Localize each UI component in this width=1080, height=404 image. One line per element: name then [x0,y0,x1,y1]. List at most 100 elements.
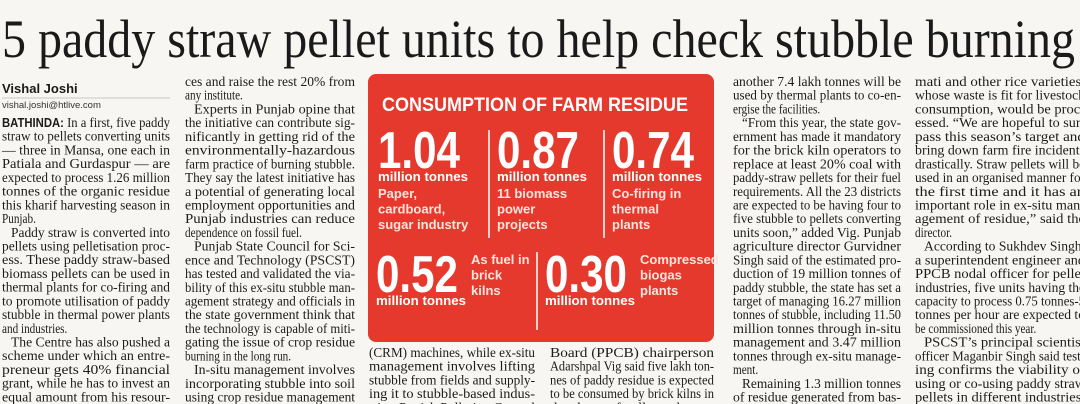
body-text: ence and Technology (PSCST) [185,253,355,268]
body-line: biomass pellets can be used in [2,267,170,282]
body-line: units soon,” added Vig. Punjab [733,226,901,241]
stat-label: thermal [612,202,659,217]
body-line: paddy-straw pellets for their fuel [733,171,901,186]
stat-value: 0.30 [545,246,627,304]
body-line: nes of paddy residue is expected [550,373,714,388]
body-text: requirements. All the 23 districts [733,185,901,200]
body-text: has tested and validated the via- [185,267,355,282]
body-text: Adarshpal Vig said five lakh ton- [550,360,714,375]
body-text: Punjab industries can reduce [185,212,355,227]
body-line: consumption, would be proc- [915,102,1080,117]
body-line: Adarshpal Vig said five lakh ton- [550,360,714,375]
body-text: stubble from fields and supply- [369,373,535,388]
body-text: five stubble to pellets converting [733,212,901,227]
body-line: tonnes of the organic residue [2,185,170,200]
stat-label: plants [612,217,650,232]
body-line: ing it to stubble-based indus- [369,387,535,402]
body-line: Remaining 1.3 million tonnes [742,377,901,392]
body-text: Remaining 1.3 million tonnes [742,377,901,392]
body-text: officer Maganbir Singh said test- [915,349,1080,364]
body-text: tonnes per hour are expected to [915,308,1080,323]
stat-unit: million tonnes [545,293,635,308]
body-line: tonnes of stubble, including 11.50 [733,308,901,323]
body-text: (CRM) machines, while ex-situ [369,346,535,361]
byline-email: vishal.joshi@htlive.com [2,100,101,111]
body-text: agement of residue,” said the [915,212,1080,227]
body-text: using crop residue management [185,391,355,404]
stat-label: cardboard, [378,202,445,217]
body-text: a potential of generating local [185,185,355,200]
body-line: PPCB nodal officer for pellet [915,267,1080,282]
body-line: a potential of generating local [185,185,355,200]
body-text: straw to pellets converting units [2,130,170,145]
body-text: Punjab. [2,212,36,227]
body-text: a superintendent engineer and [915,253,1080,268]
body-text: capacity to process 0.75 tonnes-5 [915,295,1080,310]
body-line: scheme under which an entre- [2,349,170,364]
body-text: industries, five units having the [915,281,1080,296]
body-text: They say the latest initiative has [185,171,355,186]
body-text: ment. [733,363,758,378]
body-line: the state government think that [185,308,355,323]
body-text: used by thermal plants to co-en- [733,89,901,104]
body-text: agement strategy and officials in [185,295,355,310]
body-text: tries. Punjab Pollution Control [369,401,535,404]
body-text: The Centre has also pushed a [11,336,171,351]
body-line: The Centre has also pushed a [11,336,171,351]
body-text: stubble in thermal power plants [2,308,170,323]
body-line: the shape of pellets whereas [550,401,714,404]
body-line: million tonnes through in-situ [733,322,901,337]
body-line: ing confirms the viability of [915,363,1080,378]
body-text: PPCB nodal officer for pellet [915,267,1080,282]
body-line: the initiative can contribute sig- [185,116,355,131]
body-line: using crop residue management [185,391,355,404]
body-text: Paddy straw is converted into [11,226,170,241]
stat-value: 0.74 [612,122,694,180]
body-text: biomass pellets can be used in [2,267,170,282]
body-text: preneur gets 40% financial [2,363,170,378]
body-text: replace at least 20% coal with [733,157,901,172]
body-text: scheme under which an entre- [2,349,170,364]
body-text: In a first, five paddy [67,116,170,131]
body-text: important role in ex-situ man- [915,198,1080,213]
body-line: thermal plants for co-firing and [2,281,170,296]
body-text: ing confirms the viability of [915,363,1080,378]
body-text: the initiative can contribute sig- [185,116,355,131]
body-line: burning in the long run. [185,349,291,364]
body-line: drastically. Straw pellets will be [915,157,1080,172]
body-line: Punjab industries can reduce [185,212,355,227]
body-text: management involves lifting [369,360,535,375]
infobox-title: CONSUMPTION OF FARM RESIDUE [382,95,688,116]
body-text: and industries. [2,322,67,337]
stat-label: Compressed [640,252,719,267]
body-text: consumption, would be proc- [915,102,1080,117]
body-text: Singh said of the estimated pro- [733,253,901,268]
body-text: Board (PPCB) chairperson [550,346,714,361]
body-text: units soon,” added Vig. Punjab [733,226,901,241]
stat-unit: million tonnes [497,169,587,184]
body-text: tonnes through ex-situ manage- [733,349,901,364]
body-text: gating the issue of crop residue [185,336,355,351]
stat-label: Paper, [378,186,417,201]
body-text: Experts in Punjab opine that [194,102,355,117]
body-line: Punjab. [2,212,36,227]
body-text: be commissioned this year. [915,322,1036,337]
body-line: has tested and validated the via- [185,267,355,282]
stat-value: 0.87 [497,122,579,180]
body-line: ment. [733,363,758,378]
body-line: a superintendent engineer and [915,253,1080,268]
body-text: burning in the long run. [185,349,291,364]
body-text: the shape of pellets whereas [550,401,714,404]
body-line: for the brick kiln operators to [733,144,901,159]
body-line: ence and Technology (PSCST) [185,253,355,268]
body-line: pellets in different industries. [915,391,1080,404]
body-text: dependence on fossil fuel. [185,226,302,241]
body-text: tonnes of stubble, including 11.50 [733,308,901,323]
body-line: whose waste is fit for livestock [915,89,1080,104]
body-text: million tonnes through in-situ [733,322,901,337]
stat-unit: million tonnes [376,293,466,308]
body-line: duction of 19 million tonnes of [733,267,901,282]
body-text: bility of this ex-situ stubble man- [185,281,355,296]
body-line: ernment has made it mandatory [733,130,901,145]
